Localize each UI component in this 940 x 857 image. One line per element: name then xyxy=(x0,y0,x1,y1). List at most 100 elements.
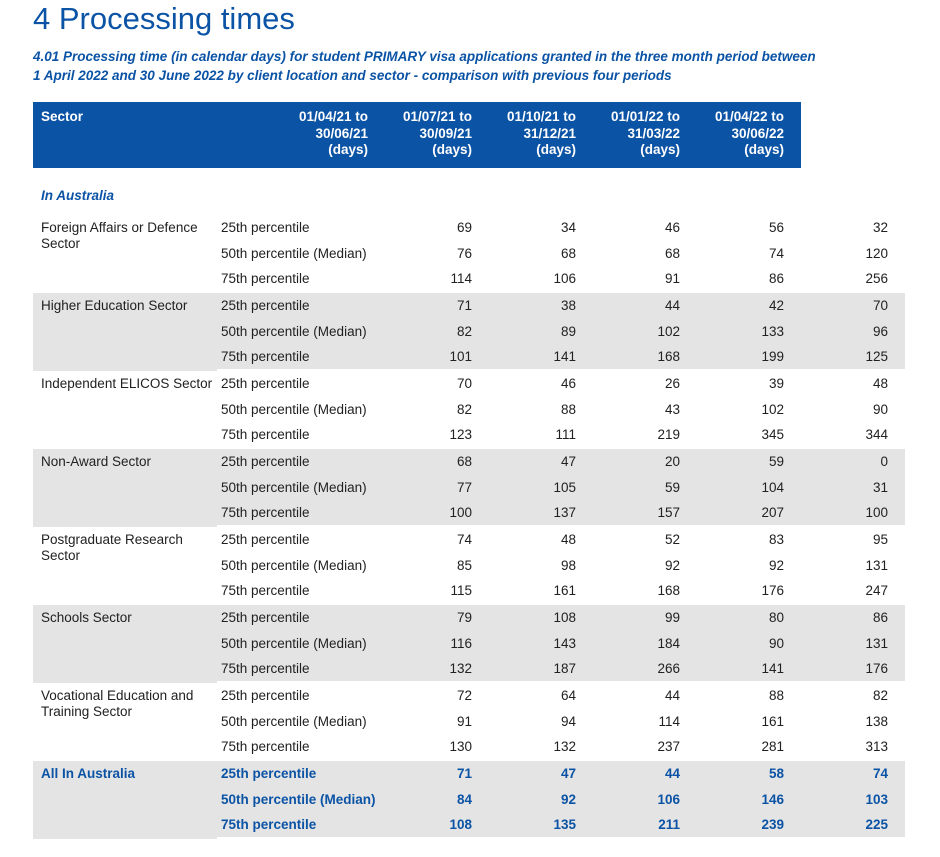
value-cell: 239 xyxy=(697,812,801,839)
value-cell: 101 xyxy=(385,344,489,371)
value-cell: 38 xyxy=(489,292,593,319)
table-row: All In Australia 25th percentile 71 47 44 58 7… xyxy=(33,760,905,839)
table-row: Foreign Affairs or Defence Sector 25th pe… xyxy=(33,215,905,252)
value-cell: 76 xyxy=(456,246,472,261)
value-cell: 281 xyxy=(697,735,801,761)
value-cell: 103 xyxy=(801,786,905,813)
value-cell: 68 xyxy=(560,246,576,261)
value-cell: 100 xyxy=(385,500,489,527)
value-cell: 131 xyxy=(801,630,905,657)
table-row: 50th percentile (Median) 84 92 106 146 103 xyxy=(33,786,905,813)
value-cell: 92 xyxy=(489,786,593,813)
value-cell: 168 xyxy=(593,579,697,605)
value-cell: 102 xyxy=(593,318,697,345)
value-cell: 211 xyxy=(593,812,697,839)
value-cell: 313 xyxy=(801,735,905,761)
value-cell: 80 xyxy=(697,604,801,631)
table-row: 75th percentile 130 132 237 281 313 xyxy=(33,735,905,761)
sector-group: Postgraduate Research Sector 25th percent… xyxy=(33,527,905,605)
value-cell: 82 xyxy=(385,318,489,345)
value-cell: 225 xyxy=(801,812,905,839)
value-cell: 44 xyxy=(664,688,680,703)
value-cell: 143 xyxy=(489,630,593,657)
value-cell: 108 xyxy=(385,812,489,839)
table-row: Higher Education Sector 25th percentile 71… xyxy=(33,292,905,371)
sector-name: Foreign Affairs or Defence Sector xyxy=(41,219,198,252)
value-cell: 344 xyxy=(801,423,905,449)
table-header: Sector 01/04/21 to 30/06/21 (days) 01/07/21 … xyxy=(33,102,905,168)
sector-group: All In Australia 25th percentile 71 47 44 58 7… xyxy=(33,760,905,839)
value-cell: 85 xyxy=(456,558,472,573)
table-caption-line-1: 4.01 Processing time (in calendar days) … xyxy=(33,49,816,64)
value-cell: 31 xyxy=(801,474,905,501)
value-cell: 47 xyxy=(489,760,593,787)
value-cell: 176 xyxy=(801,656,905,683)
value-cell: 48 xyxy=(560,532,576,547)
value-cell: 34 xyxy=(560,220,576,235)
table-row: 75th percentile 132 187 266 141 176 xyxy=(33,656,905,683)
value-cell: 90 xyxy=(697,630,801,657)
value-cell: 74 xyxy=(456,532,472,547)
value-cell: 105 xyxy=(489,474,593,501)
value-cell: 98 xyxy=(560,558,576,573)
value-cell: 92 xyxy=(664,558,680,573)
sector-name: Independent ELICOS Sector xyxy=(41,375,213,391)
column-header-period-1: 01/04/21 to 30/06/21 (days) xyxy=(217,102,385,168)
value-cell: 68 xyxy=(664,246,680,261)
section-label-in-australia: In Australia xyxy=(41,187,115,203)
value-cell: 123 xyxy=(385,423,489,449)
value-cell: 108 xyxy=(489,604,593,631)
value-cell: 168 xyxy=(593,344,697,371)
value-cell: 94 xyxy=(560,714,576,729)
value-cell: 32 xyxy=(872,220,888,235)
value-cell: 247 xyxy=(801,579,905,605)
value-cell: 100 xyxy=(801,500,905,527)
table-row: 50th percentile (Median) 82 89 102 133 96 xyxy=(33,318,905,345)
value-cell: 104 xyxy=(697,474,801,501)
value-cell: 58 xyxy=(697,760,801,787)
percentile-label: 50th percentile (Median) xyxy=(221,558,367,573)
value-cell: 88 xyxy=(768,688,784,703)
value-cell: 52 xyxy=(664,532,680,547)
table-row: 50th percentile (Median) 91 94 114 161 138 xyxy=(33,709,905,735)
sector-name: All In Australia xyxy=(33,760,217,839)
value-cell: 70 xyxy=(801,292,905,319)
value-cell: 266 xyxy=(593,656,697,683)
value-cell: 59 xyxy=(697,448,801,475)
value-cell: 135 xyxy=(489,812,593,839)
table-row: 75th percentile 101 141 168 199 125 xyxy=(33,344,905,371)
table-row: Non-Award Sector 25th percentile 68 47 20 59 0 xyxy=(33,448,905,527)
column-header-period-4: 01/01/22 to 31/03/22 (days) xyxy=(593,102,697,168)
section-label-body: In Australia xyxy=(33,168,905,215)
value-cell: 115 xyxy=(385,579,489,605)
value-cell: 102 xyxy=(761,402,784,417)
value-cell: 91 xyxy=(593,267,697,293)
percentile-label: 75th percentile xyxy=(217,500,385,527)
value-cell: 86 xyxy=(697,267,801,293)
value-cell: 91 xyxy=(456,714,472,729)
percentile-label: 75th percentile xyxy=(217,656,385,683)
sector-group: Higher Education Sector 25th percentile 71… xyxy=(33,292,905,371)
table-row: 50th percentile (Median) 85 98 92 92 131 xyxy=(33,553,905,579)
percentile-label: 75th percentile xyxy=(217,423,385,449)
column-header-sector: Sector xyxy=(33,102,217,168)
table-row: 50th percentile (Median) 77 105 59 104 31 xyxy=(33,474,905,501)
processing-times-table: Sector 01/04/21 to 30/06/21 (days) 01/07/21 … xyxy=(33,102,905,839)
value-cell: 71 xyxy=(385,760,489,787)
sector-name: Schools Sector xyxy=(33,604,217,683)
value-cell: 77 xyxy=(385,474,489,501)
percentile-label: 25th percentile xyxy=(221,688,310,703)
value-cell: 0 xyxy=(801,448,905,475)
table-row: 50th percentile (Median) 76 68 68 74 120 xyxy=(33,241,905,267)
value-cell: 90 xyxy=(872,402,888,417)
value-cell: 116 xyxy=(385,630,489,657)
table-caption-line-2: 1 April 2022 and 30 June 2022 by client … xyxy=(33,68,672,83)
percentile-label: 25th percentile xyxy=(217,448,385,475)
value-cell: 89 xyxy=(489,318,593,345)
value-cell: 141 xyxy=(489,344,593,371)
table-row: 75th percentile 114 106 91 86 256 xyxy=(33,267,905,293)
sector-group: Schools Sector 25th percentile 79 108 99 80 86… xyxy=(33,604,905,683)
value-cell: 82 xyxy=(456,402,472,417)
value-cell: 47 xyxy=(489,448,593,475)
percentile-label: 50th percentile (Median) xyxy=(221,246,367,261)
